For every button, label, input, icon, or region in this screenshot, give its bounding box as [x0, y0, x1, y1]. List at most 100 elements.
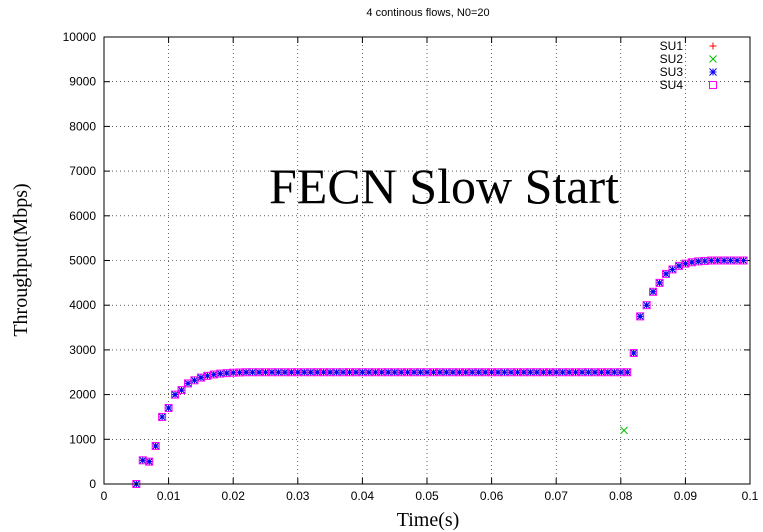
data-point: [203, 371, 212, 380]
data-point: [694, 257, 703, 266]
x-tick-label: 0.07: [545, 489, 569, 503]
data-point: [571, 368, 580, 377]
data-point: [642, 301, 651, 310]
data-point: [326, 368, 335, 377]
data-point: [539, 368, 548, 377]
data-point: [151, 442, 160, 451]
data-point: [739, 256, 748, 265]
data-point: [300, 368, 309, 377]
data-point: [636, 312, 645, 321]
y-tick-label: 10000: [63, 30, 97, 44]
data-point: [300, 368, 309, 377]
data-point: [235, 368, 244, 377]
data-point: [584, 368, 593, 377]
data-point: [229, 368, 238, 377]
data-point: [461, 368, 470, 377]
y-tick-label: 0: [89, 477, 96, 491]
data-point: [332, 368, 341, 377]
data-point: [578, 368, 586, 377]
data-point: [500, 368, 509, 377]
ticks: 0 0.01 0.02 0.03 0.04 0.05 0.06 0.07 0.08 0.09 0.1…: [63, 30, 759, 503]
data-point: [261, 368, 270, 377]
legend-marker: [709, 55, 717, 63]
data-point: [229, 368, 238, 377]
data-point: [326, 368, 334, 377]
data-point: [707, 256, 716, 265]
data-point: [455, 368, 464, 377]
data-point: [623, 368, 632, 377]
data-point: [280, 368, 289, 377]
data-point: [713, 256, 722, 265]
data-point: [364, 368, 373, 377]
data-point: [655, 278, 664, 287]
data-point: [190, 376, 199, 385]
x-tick-label: 0.05: [415, 489, 439, 503]
data-point: [688, 258, 696, 267]
legend-entry-su3: SU3: [660, 65, 717, 79]
data-point: [248, 368, 257, 377]
legend-marker: [709, 81, 717, 89]
data-point: [248, 368, 257, 377]
data-point: [558, 368, 567, 377]
grid: [104, 37, 750, 484]
plot-frame: [103, 36, 751, 485]
data-point: [403, 368, 412, 377]
data-point: [423, 368, 431, 377]
data-point: [267, 368, 276, 377]
data-point: [255, 368, 263, 377]
data-point: [674, 261, 683, 270]
data-point: [694, 257, 703, 266]
data-point: [171, 390, 180, 399]
data-point: [209, 370, 218, 379]
data-point: [616, 368, 625, 377]
data-point: [171, 390, 179, 399]
data-point: [442, 368, 451, 377]
data-point: [526, 368, 535, 377]
data-point: [151, 442, 160, 450]
data-point: [681, 259, 690, 268]
y-tick-label: 1000: [69, 432, 96, 446]
data-point: [410, 368, 418, 377]
data-point: [494, 368, 502, 377]
data-point: [603, 368, 612, 377]
data-point: [532, 368, 541, 377]
data-point: [293, 368, 302, 377]
data-point: [416, 368, 425, 377]
data-point: [177, 386, 186, 394]
legend-entry-su2: SU2: [660, 52, 717, 66]
data-point: [565, 368, 574, 377]
data-point: [726, 256, 735, 265]
data-point: [649, 287, 658, 296]
data-point: [481, 368, 489, 377]
data-point: [468, 368, 477, 377]
data-point: [513, 368, 522, 377]
data-point: [552, 368, 561, 377]
data-point: [397, 368, 406, 377]
data-point: [584, 368, 593, 377]
data-point: [222, 369, 231, 378]
legend-marker: [709, 68, 717, 76]
x-tick-label: 0.06: [480, 489, 504, 503]
y-tick-label: 3000: [69, 343, 96, 357]
data-point: [222, 369, 231, 377]
data-point: [468, 368, 477, 377]
data-point: [707, 256, 716, 265]
data-point: [274, 368, 283, 377]
x-tick-label: 0: [101, 489, 108, 503]
data-point: [358, 368, 367, 377]
data-point: [500, 368, 509, 377]
data-point: [720, 256, 729, 265]
data-point: [377, 368, 386, 377]
data-point: [461, 368, 470, 377]
data-point: [281, 368, 289, 377]
data-point: [435, 368, 444, 377]
data-point: [351, 368, 360, 377]
x-tick-label: 0.01: [157, 489, 181, 503]
data-point: [255, 368, 264, 377]
data-point: [145, 457, 154, 466]
data-point: [339, 368, 347, 377]
y-tick-label: 4000: [69, 298, 96, 312]
data-point: [235, 368, 244, 377]
x-tick-label: 0.04: [351, 489, 375, 503]
data-point: [384, 368, 393, 377]
